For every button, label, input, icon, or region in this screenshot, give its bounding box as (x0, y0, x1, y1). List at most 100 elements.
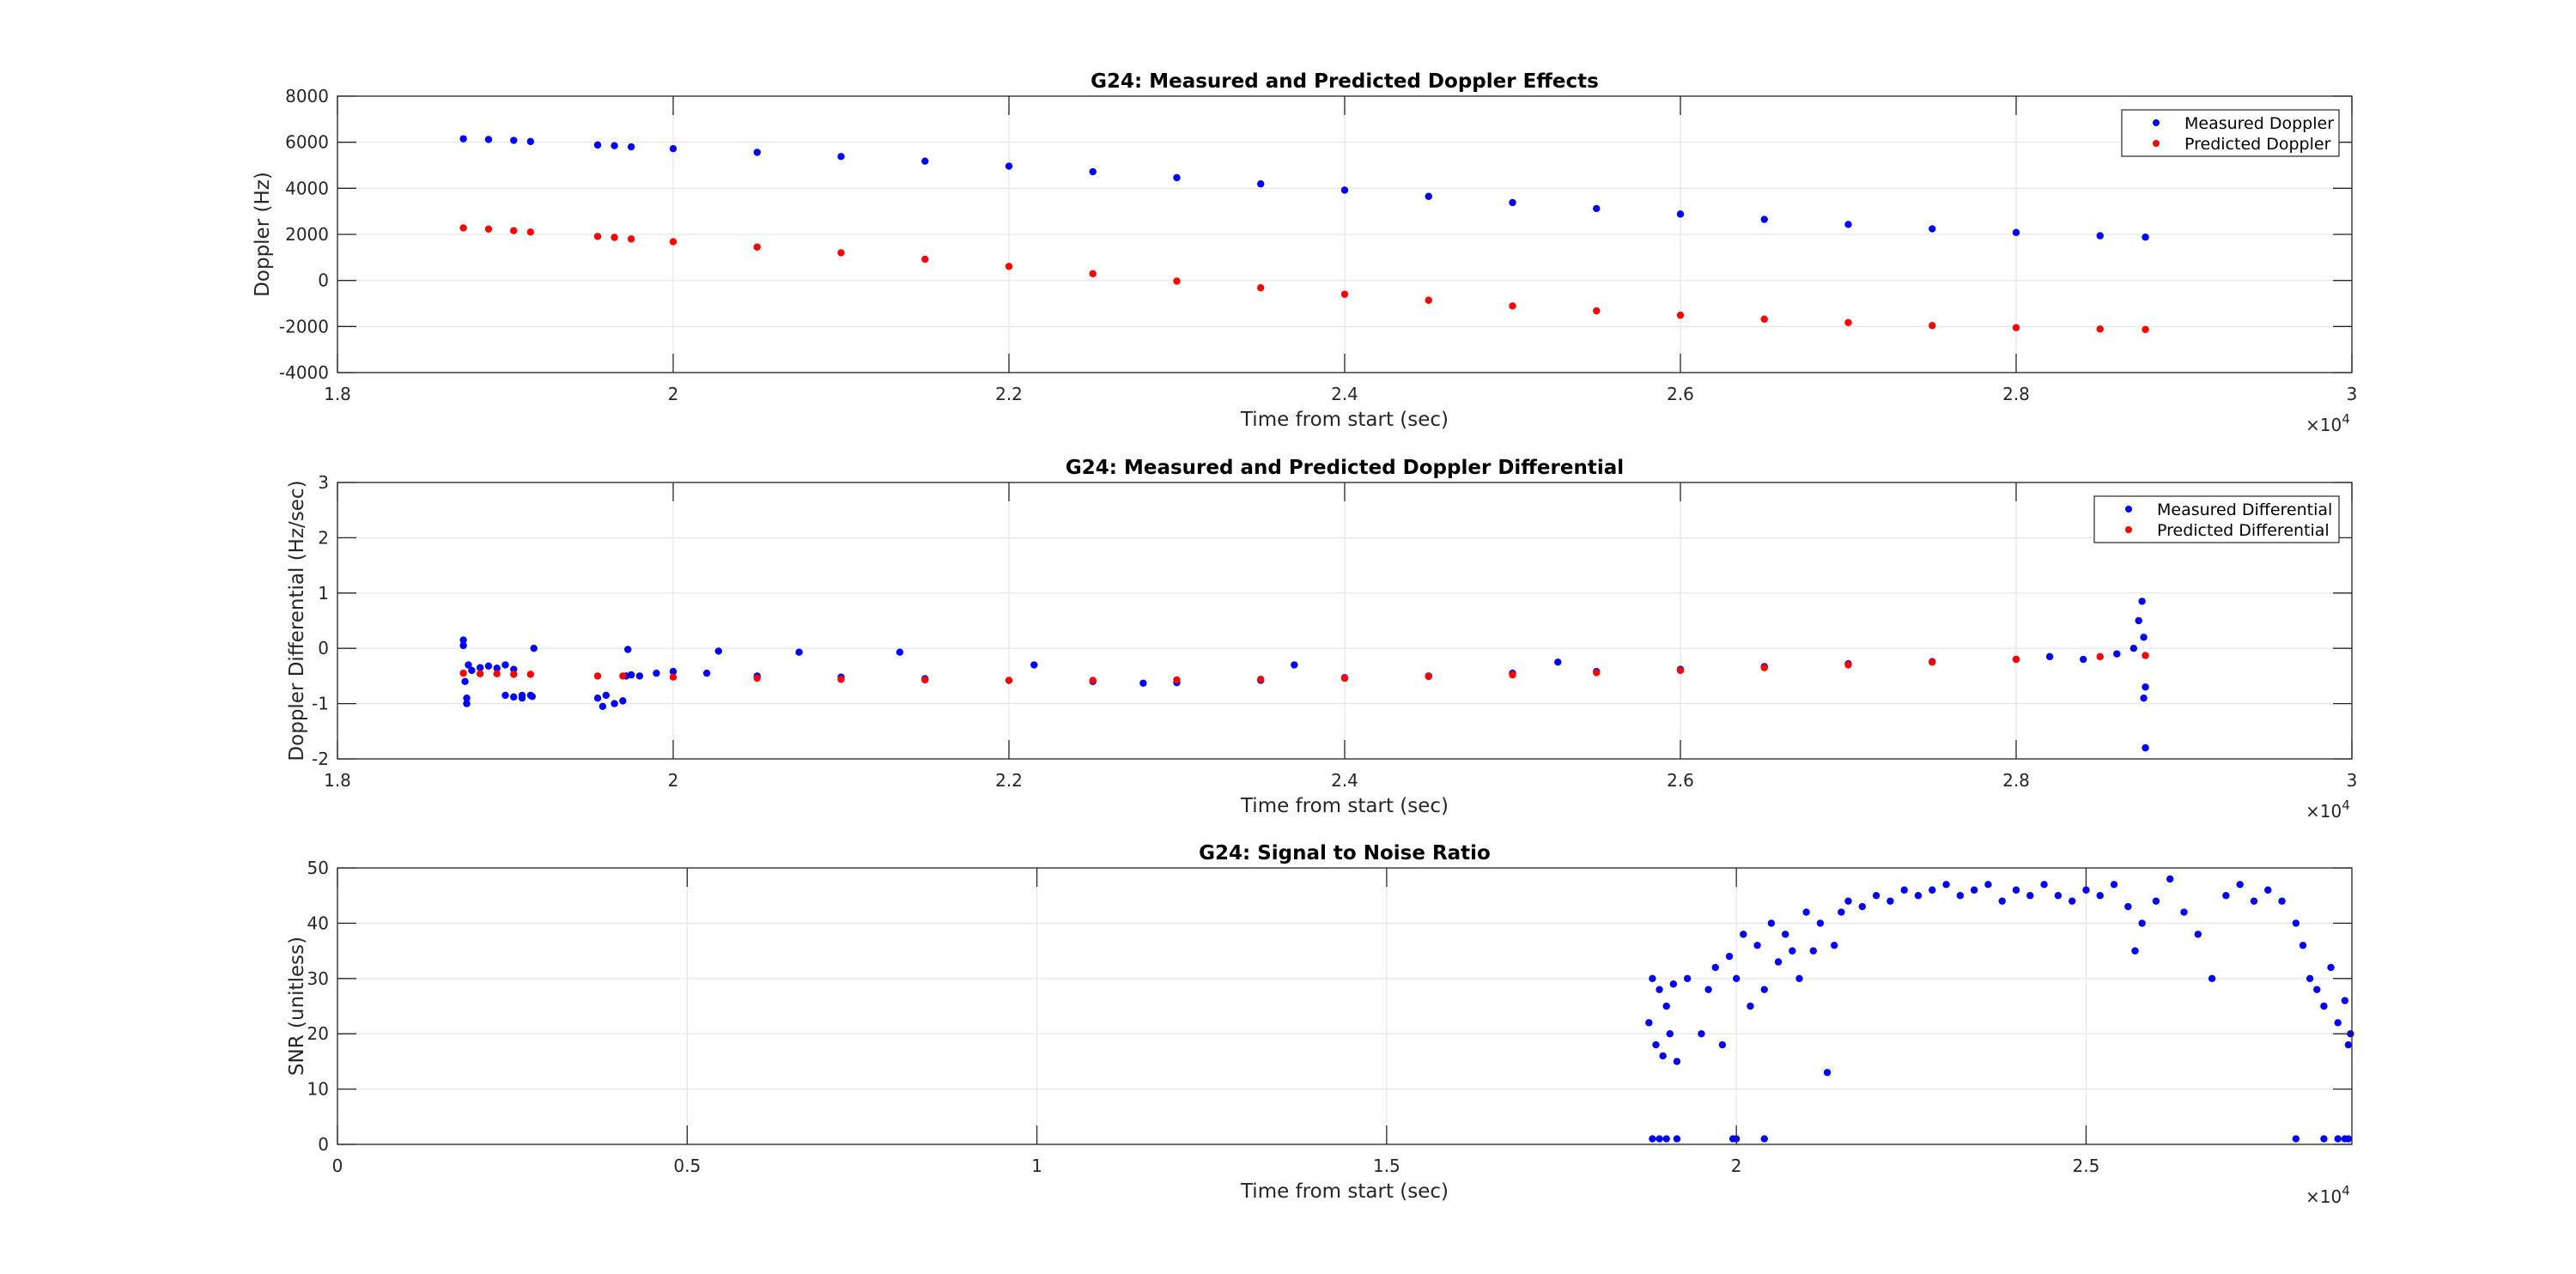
data-point (669, 673, 677, 681)
chart-title: G24: Measured and Predicted Doppler Effe… (1091, 70, 1599, 93)
data-point (1673, 1058, 1681, 1065)
data-point (1005, 676, 1013, 684)
data-point (2113, 650, 2121, 658)
y-tick-label: -4000 (279, 362, 329, 383)
data-point (921, 157, 929, 165)
x-axis-label: Time from start (sec) (1240, 1180, 1449, 1203)
legend-entry: Measured Differential (2157, 500, 2332, 519)
data-point (2278, 897, 2286, 905)
data-point (1554, 658, 1562, 666)
data-point (1844, 221, 1852, 228)
y-tick-label: 8000 (285, 86, 329, 106)
data-point (1844, 661, 1852, 669)
data-point (2096, 232, 2104, 240)
y-tick-label: 2 (318, 527, 329, 548)
data-point (1173, 277, 1181, 285)
x-tick-label: 2 (1731, 1156, 1742, 1176)
data-point (1676, 311, 1685, 319)
data-point (593, 694, 602, 702)
data-point (459, 669, 467, 677)
data-point (2096, 325, 2104, 333)
legend-entry: Predicted Differential (2157, 521, 2330, 540)
data-point (2138, 919, 2146, 927)
data-point (1858, 902, 1866, 911)
data-point (2124, 902, 2132, 911)
data-point (1823, 1069, 1832, 1077)
x-exponent-label: ×104 (2306, 411, 2350, 435)
data-point (2320, 1002, 2328, 1010)
data-point (2344, 1135, 2353, 1143)
data-point (1425, 672, 1432, 681)
data-point (1340, 290, 1349, 298)
data-point (2054, 892, 2063, 900)
data-point (1760, 1135, 1768, 1143)
data-point (1683, 974, 1692, 983)
legend-entry: Measured Doppler (2184, 114, 2334, 133)
data-point (598, 702, 607, 711)
data-point (1844, 897, 1852, 905)
data-point (1257, 180, 1265, 188)
data-point (2142, 652, 2149, 659)
data-point (463, 700, 471, 707)
data-point (2313, 986, 2321, 993)
x-tick-label: 2.2 (995, 384, 1023, 404)
data-point (2142, 683, 2149, 691)
data-point (2131, 947, 2139, 955)
data-point (2299, 941, 2307, 949)
data-point (1005, 162, 1013, 170)
y-tick-label: -2 (312, 749, 329, 769)
data-point (1872, 892, 1880, 900)
data-point (1676, 210, 1685, 218)
x-tick-label: 2.2 (995, 770, 1023, 791)
data-point (1725, 952, 1734, 961)
data-point (518, 694, 526, 702)
data-point (510, 136, 518, 144)
y-tick-label: 3 (318, 472, 329, 493)
data-point (837, 249, 845, 257)
data-point (2142, 325, 2149, 334)
data-point (2222, 892, 2230, 900)
data-point (476, 664, 484, 671)
data-point (619, 697, 627, 705)
data-point (624, 646, 632, 653)
data-point (1838, 908, 1845, 916)
data-point (753, 674, 761, 682)
data-point (459, 135, 467, 143)
y-tick-label: 6000 (285, 132, 329, 153)
data-point (1340, 674, 1349, 682)
data-point (530, 645, 538, 652)
data-point (1795, 974, 1803, 983)
data-point (593, 141, 602, 149)
data-point (1698, 1030, 1705, 1038)
data-point (1669, 980, 1678, 988)
data-point (2320, 1135, 2328, 1143)
data-point (2250, 897, 2258, 905)
data-point (714, 647, 722, 655)
data-point (1970, 886, 1978, 894)
data-point (1089, 676, 1097, 684)
data-point (2026, 892, 2034, 900)
y-tick-label: 40 (307, 913, 329, 933)
chart-panel-1: 1.8 2 2.2 2.4 2.6 2.8 3 -4000 -2000 0 2000 4000 6000… (252, 70, 2357, 435)
data-point (2012, 228, 2020, 237)
x-tick-label: 2.8 (2002, 384, 2030, 404)
data-point (837, 676, 845, 683)
data-point (619, 672, 627, 680)
data-point (753, 243, 761, 251)
data-point (1662, 1135, 1670, 1143)
data-point (896, 648, 904, 656)
legend: Measured Doppler Predicted Doppler (2121, 109, 2340, 157)
data-point (593, 233, 602, 240)
data-point (2334, 1019, 2342, 1027)
chart-panel-2: 1.8 2 2.2 2.4 2.6 2.8 3 -2 -1 0 1 2 3 G24: Measured a… (286, 457, 2357, 822)
data-point (1711, 963, 1719, 972)
data-point (1809, 947, 1817, 955)
data-point (484, 225, 493, 234)
data-point (526, 670, 535, 678)
data-point (1662, 1002, 1670, 1010)
data-point (627, 235, 635, 243)
x-tick-label: 3 (2347, 384, 2358, 404)
data-point (1676, 666, 1685, 675)
data-point (702, 669, 711, 677)
